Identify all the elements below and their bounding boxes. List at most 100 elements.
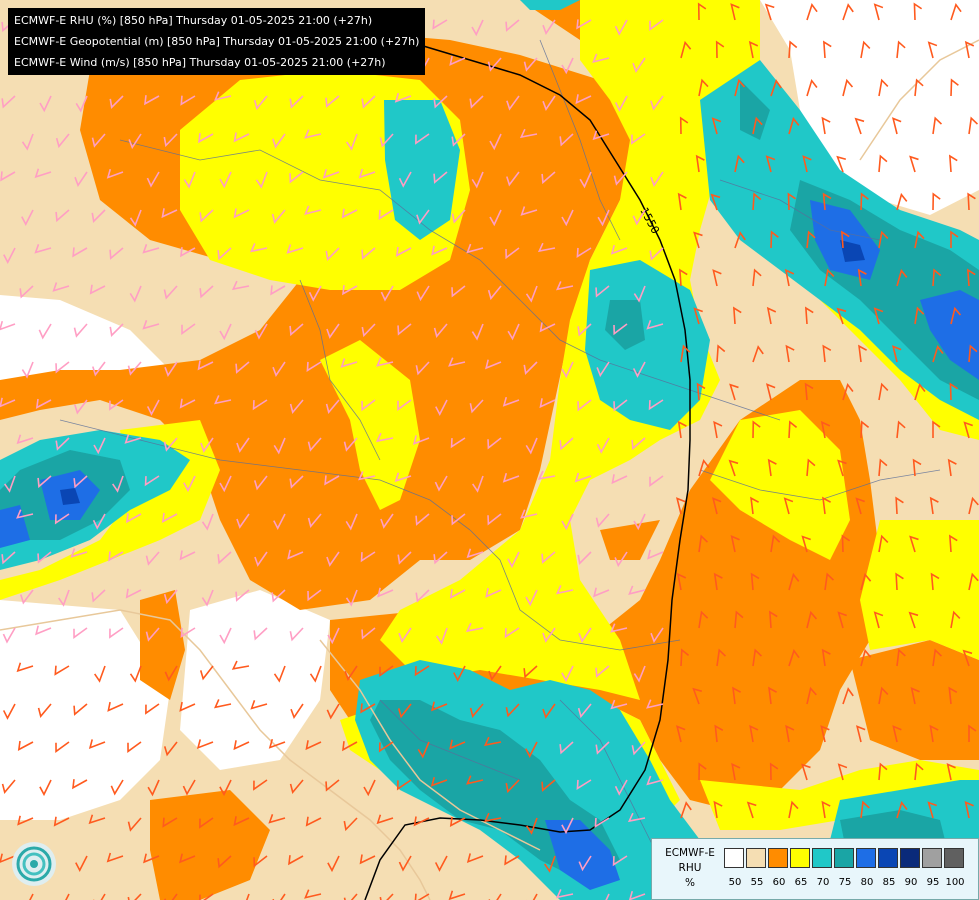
legend-swatch [746,848,766,868]
legend-tick: 70 [816,877,830,888]
wind-barb [129,665,142,683]
title-box: ECMWF-E RHU (%) [850 hPa] Thursday 01-05… [8,8,426,75]
wind-barb [75,95,88,113]
wind-barb [109,399,124,411]
wind-barb [453,665,466,683]
wind-barb [711,497,722,515]
wind-barb [728,459,739,477]
wind-barb [860,192,869,211]
wind-barb [163,589,178,605]
wind-barb [88,739,106,750]
wind-barb [0,397,16,408]
wind-barb [822,192,832,211]
wind-barb [471,323,484,341]
wind-barb [268,814,286,824]
wind-barb [342,741,358,752]
wind-barb [541,171,556,185]
wind-barb [968,344,978,363]
wind-barb [488,665,502,681]
wind-barb [433,551,448,565]
wind-barb [836,155,847,173]
wind-barb [932,116,943,135]
legend-swatch [724,848,744,868]
wind-barb [613,399,628,412]
wind-barb [233,740,250,751]
wind-barb [290,703,304,720]
wind-barb [272,133,286,149]
wind-barb [650,95,664,111]
wind-barb [909,155,919,173]
wind-barb [378,741,394,753]
wind-barb [324,475,340,486]
wind-barb [678,268,688,287]
wind-barb [680,801,692,819]
wind-barb [183,171,196,189]
wind-barb [632,57,646,74]
wind-barb [542,703,556,719]
wind-barb [108,551,124,562]
wind-barb [109,627,124,639]
wind-barb [610,623,628,633]
wind-barb [914,306,925,325]
wind-barb [878,230,889,249]
wind-barb [219,627,232,645]
wind-barb [361,399,376,412]
wind-barb [576,247,592,258]
wind-barb [107,701,124,712]
wind-barb [505,703,520,718]
wind-barb [878,534,889,553]
wind-barb [855,497,865,515]
wind-barb [39,779,52,797]
wind-barb [504,855,520,866]
wind-barb [289,171,304,184]
wind-barb [415,589,430,603]
wind-barb [89,284,106,295]
rhu-legend: ECMWF-E RHU % 50 55 60 65 70 75 80 85 90 95 100 [651,838,979,900]
wind-barb [577,323,592,337]
wind-barb [72,779,88,790]
wind-barb [677,192,687,211]
wind-barb [273,437,286,455]
wind-barb [34,168,52,179]
wind-barb [539,398,556,409]
wind-barb [180,95,196,106]
wind-barb [646,699,664,709]
wind-barb [502,472,520,483]
wind-barb [824,268,835,287]
wind-barb [909,535,919,553]
wind-barb [343,817,358,832]
wind-barb [146,399,160,416]
wind-barb [304,129,322,139]
wind-barb [198,133,214,144]
wind-barb [693,307,703,325]
wind-barb [752,345,764,363]
wind-barb [860,40,871,59]
wind-barb [1,551,16,565]
wind-barb [519,128,538,139]
wind-barb [696,382,706,401]
wind-barb [143,853,160,864]
wind-barb [895,496,904,515]
wind-barb [966,268,976,287]
wind-barb [16,662,34,673]
title-wind: ECMWF-E Wind (m/s) [850 hPa] Thursday 01… [14,56,386,69]
wind-barb [127,741,142,753]
wind-barb [376,357,394,367]
wind-barb [434,475,448,492]
wind-barb [561,665,574,683]
wind-barb [841,534,851,553]
title-rhu: ECMWF-E RHU (%) [850 hPa] Thursday 01-05… [14,14,373,27]
legend-name-line1: ECMWF-E [665,847,715,859]
wind-barb [539,322,556,333]
wind-barb [272,361,286,378]
wind-barb [595,665,610,678]
wind-barb [697,2,707,21]
wind-barb [716,344,726,363]
wind-barb [416,285,430,302]
wind-barb [927,801,937,819]
wind-barb [308,285,322,302]
wind-barb [214,91,232,101]
wind-barb [698,78,709,97]
wind-barb [163,133,178,148]
